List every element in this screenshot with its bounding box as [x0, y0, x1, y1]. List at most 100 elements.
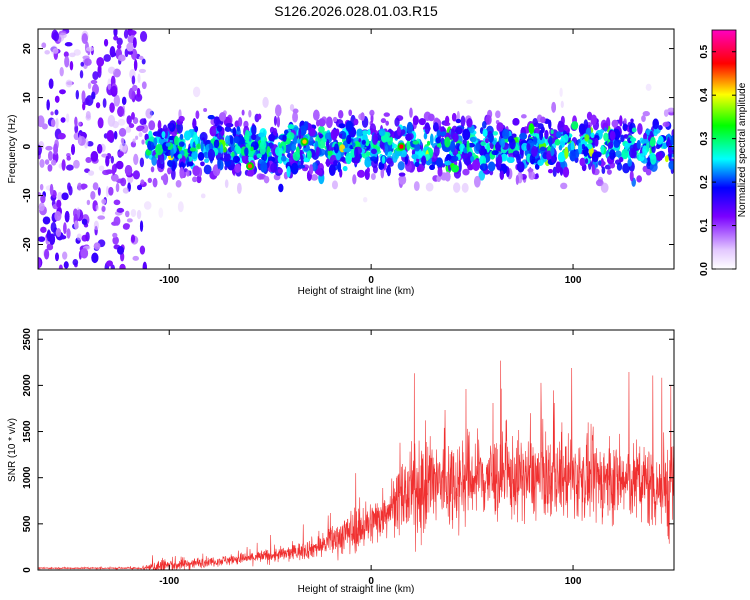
- spectrogram-blob: [124, 164, 133, 176]
- spectrogram-blob: [578, 142, 583, 155]
- spectrogram-blob: [444, 171, 451, 182]
- spectrogram-blob: [318, 125, 325, 133]
- spectrogram-blob: [326, 138, 330, 151]
- spectrogram-blob: [658, 125, 663, 131]
- spectrogram-blob: [224, 179, 229, 189]
- spectrogram-blob: [413, 181, 420, 192]
- spectrogram-blob: [85, 110, 91, 119]
- spectrogram-blob: [63, 222, 67, 235]
- spectrogram-blob: [330, 128, 338, 141]
- spectrogram-blob: [414, 161, 420, 168]
- spectrogram-blob: [444, 136, 451, 148]
- spectrogram-blob: [103, 38, 109, 47]
- spectrogram-blob: [445, 115, 450, 125]
- spectrogram-blob: [515, 174, 519, 185]
- spectrogram-blob: [598, 160, 602, 166]
- spectrogram-blob: [47, 164, 53, 172]
- spectrogram-blob: [287, 152, 291, 159]
- spectrogram-blob: [76, 233, 82, 241]
- spectrogram-blob: [290, 162, 299, 175]
- spectrogram-blob: [338, 123, 346, 129]
- spectrogram-blob: [247, 168, 255, 177]
- spectrogram-blob: [318, 133, 324, 138]
- spectrogram-blob: [607, 141, 614, 150]
- spectrogram-blob: [455, 118, 462, 124]
- spectrogram-blob: [184, 130, 191, 141]
- spectrogram-blob: [423, 132, 428, 140]
- spectrogram-blob: [298, 128, 302, 140]
- spectrogram-blob: [38, 258, 42, 269]
- spectrogram-blob: [309, 164, 314, 175]
- spectrogram-blob: [241, 109, 245, 116]
- spectrogram-blob: [386, 164, 391, 177]
- spectrogram-blob: [110, 173, 119, 182]
- spectrogram-blob: [167, 160, 173, 167]
- spectrogram-blob: [380, 167, 385, 179]
- spectrogram-blob: [436, 129, 441, 137]
- spectrogram-blob: [87, 82, 92, 90]
- spectrogram-blob: [38, 144, 43, 156]
- spectrogram-blob: [244, 147, 249, 157]
- spectrogram-blob: [342, 132, 347, 140]
- spectrogram-blob: [86, 199, 91, 206]
- spectrogram-blob: [486, 143, 490, 153]
- spectrogram-blob: [562, 166, 570, 178]
- spectrogram-blob: [152, 131, 161, 137]
- spectrogram-blob: [444, 160, 452, 166]
- spectrogram-xlabel: Height of straight line (km): [298, 286, 415, 297]
- spectrogram-blob: [384, 144, 389, 156]
- spectrogram-blob: [63, 51, 69, 58]
- spectrogram-blob: [429, 164, 435, 171]
- spectrogram-blob: [397, 161, 405, 171]
- spectrogram-blob: [59, 32, 67, 39]
- spectrogram-blob: [475, 142, 481, 152]
- spectrogram-blob: [192, 165, 200, 177]
- spectrogram-blob: [64, 55, 70, 68]
- spectrogram-blob: [143, 201, 152, 210]
- 0-xtick-label: 0: [368, 275, 374, 286]
- spectrogram-blob: [544, 129, 549, 140]
- spectrogram-blob: [609, 149, 616, 160]
- spectrogram-blob: [286, 165, 291, 178]
- colorbar-tick-label: 0.5: [699, 44, 710, 58]
- spectrogram-blob: [462, 168, 470, 176]
- spectrogram-blob: [137, 184, 143, 191]
- spectrogram-blob: [125, 126, 132, 133]
- spectrogram-blob: [111, 221, 119, 226]
- spectrogram-blob: [147, 177, 153, 183]
- spectrogram-blob: [119, 142, 128, 153]
- spectrogram-ylabel: Frequency (Hz): [7, 115, 18, 184]
- spectrogram-blob: [194, 135, 199, 145]
- spectrogram-blob: [101, 198, 107, 205]
- spectrogram-blob: [96, 57, 105, 67]
- spectrogram-blob: [445, 154, 452, 161]
- spectrogram-blob: [563, 134, 569, 143]
- spectrogram-blob: [453, 182, 461, 193]
- spectrogram-blob: [480, 141, 486, 147]
- spectrogram-blob: [224, 135, 231, 145]
- spectrogram-blob: [112, 121, 119, 129]
- spectrogram-blob: [80, 183, 88, 189]
- spectrogram-blob: [111, 164, 116, 176]
- spectrogram-blob: [231, 151, 235, 157]
- spectrogram-blob: [467, 142, 475, 148]
- spectrogram-blob: [345, 152, 352, 165]
- spectrogram-blob: [600, 144, 605, 154]
- spectrogram-blob: [137, 73, 141, 84]
- spectrogram-blob: [78, 135, 82, 145]
- spectrogram-blob: [412, 140, 420, 145]
- spectrogram-blob: [59, 89, 66, 95]
- spectrogram-blob: [179, 133, 184, 141]
- spectrogram-blob: [155, 143, 164, 156]
- spectrogram-blob: [90, 150, 99, 162]
- spectrogram-blob: [57, 191, 63, 202]
- spectrogram-blob: [87, 170, 95, 176]
- spectrogram-blob: [282, 134, 287, 142]
- spectrogram-blob: [555, 161, 561, 174]
- spectrogram-blob: [424, 122, 431, 135]
- 0-ytick-label: -10: [22, 188, 33, 203]
- snr-line: [38, 360, 674, 570]
- spectrogram-blob: [611, 119, 619, 128]
